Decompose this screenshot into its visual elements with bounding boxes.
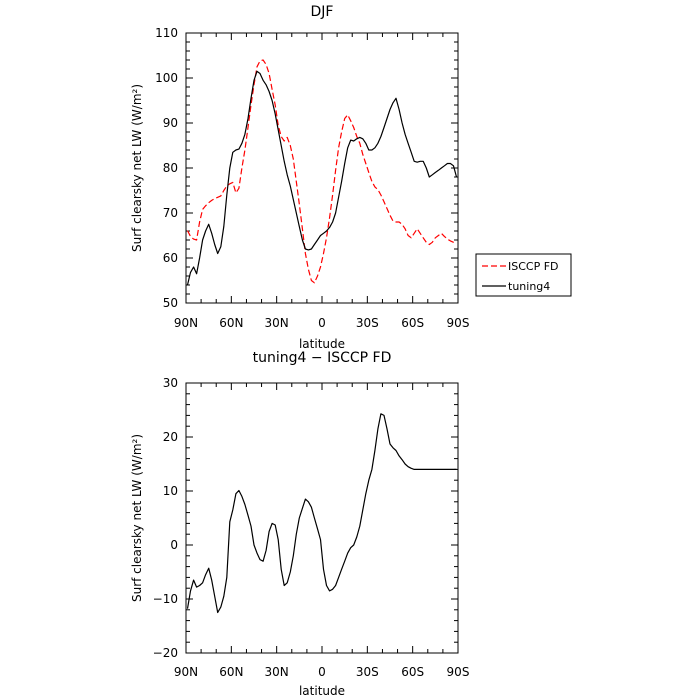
x-tick-label: 0 — [318, 316, 326, 330]
y-axis-title: Surf clearsky net LW (W/m²) — [130, 84, 144, 252]
x-axis-title: latitude — [299, 337, 345, 351]
panel-difference: 90N 60N 30N 0 30S 60S 90S −20 −10 0 10 20 30 tuning4 … — [130, 350, 469, 698]
series-line-isccp-fd — [186, 59, 457, 284]
y-tick-label: 80 — [163, 161, 178, 175]
x-tick-label: 0 — [318, 665, 326, 679]
x-tick-label: 60S — [401, 316, 424, 330]
legend-label: ISCCP FD — [508, 260, 559, 273]
x-tick-label: 30S — [356, 316, 379, 330]
y-tick-label: 110 — [155, 26, 178, 40]
chart-title: tuning4 − ISCCP FD — [253, 350, 392, 366]
y-tick-label: 30 — [163, 376, 178, 390]
x-tick-label: 60N — [219, 316, 243, 330]
y-tick-label: 20 — [163, 430, 178, 444]
x-tick-label: 30N — [265, 316, 289, 330]
x-tick-label: 60N — [219, 665, 243, 679]
y-tick-label: 90 — [163, 116, 178, 130]
panel-djf: 90N 60N 30N 0 30S 60S 90S 50 60 70 80 90 100 110 DJF la… — [130, 4, 572, 351]
chart-title: DJF — [311, 4, 334, 20]
series-line-difference — [186, 413, 457, 614]
x-tick-label: 90N — [174, 665, 198, 679]
x-tick-label: 90S — [447, 316, 470, 330]
y-tick-label: 50 — [163, 296, 178, 310]
y-tick-label: 10 — [163, 484, 178, 498]
y-tick-label: 70 — [163, 206, 178, 220]
x-tick-label: 90S — [447, 665, 470, 679]
legend-box — [475, 253, 572, 297]
legend-label: tuning4 — [508, 280, 550, 293]
y-tick-label: 100 — [155, 71, 178, 85]
series-line-tuning4 — [186, 70, 458, 286]
y-axis-title: Surf clearsky net LW (W/m²) — [130, 434, 144, 602]
x-axis-title: latitude — [299, 684, 345, 698]
x-tick-label: 30N — [265, 665, 289, 679]
x-tick-label: 90N — [174, 316, 198, 330]
plot-frame — [185, 382, 459, 654]
y-tick-label: −10 — [153, 592, 178, 606]
y-tick-label: 0 — [170, 538, 178, 552]
y-tick-label: 60 — [163, 251, 178, 265]
y-tick-label: −20 — [153, 646, 178, 660]
x-tick-label: 60S — [401, 665, 424, 679]
x-tick-label: 30S — [356, 665, 379, 679]
